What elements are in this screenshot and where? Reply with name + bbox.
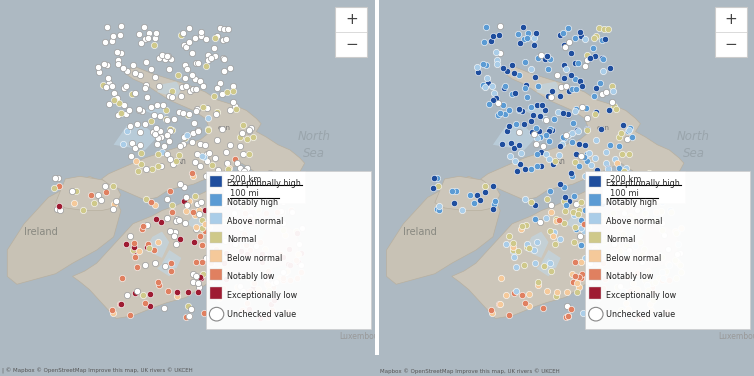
Polygon shape bbox=[8, 176, 121, 284]
Text: W: W bbox=[528, 247, 535, 253]
Polygon shape bbox=[242, 224, 266, 242]
FancyBboxPatch shape bbox=[336, 7, 367, 57]
Text: −: − bbox=[345, 37, 357, 52]
Polygon shape bbox=[162, 250, 181, 268]
Text: een: een bbox=[597, 125, 610, 130]
Text: North
Sea: North Sea bbox=[298, 130, 331, 160]
Bar bbox=[589, 250, 601, 262]
Polygon shape bbox=[72, 66, 305, 318]
Bar bbox=[589, 232, 601, 243]
Polygon shape bbox=[145, 103, 169, 118]
Polygon shape bbox=[590, 232, 609, 250]
Polygon shape bbox=[435, 176, 500, 211]
Bar bbox=[210, 288, 222, 299]
Text: Notably high: Notably high bbox=[606, 198, 657, 207]
Polygon shape bbox=[524, 103, 548, 118]
Text: 200 km: 200 km bbox=[610, 175, 641, 184]
Bar bbox=[589, 213, 601, 224]
Text: Above normal: Above normal bbox=[227, 217, 284, 226]
Polygon shape bbox=[56, 176, 121, 211]
Text: 100 mi: 100 mi bbox=[610, 189, 639, 198]
FancyBboxPatch shape bbox=[585, 171, 750, 329]
Text: Kn: Kn bbox=[556, 158, 566, 166]
Text: Notably high: Notably high bbox=[227, 198, 278, 207]
Polygon shape bbox=[157, 258, 176, 276]
Polygon shape bbox=[524, 232, 548, 258]
Polygon shape bbox=[493, 124, 536, 150]
Text: Ireland: Ireland bbox=[24, 227, 58, 237]
Text: Exceptionally low: Exceptionally low bbox=[227, 291, 297, 300]
Polygon shape bbox=[536, 82, 560, 97]
Bar bbox=[210, 250, 222, 262]
Bar bbox=[589, 194, 601, 206]
Polygon shape bbox=[210, 232, 230, 250]
Text: Ireland: Ireland bbox=[403, 227, 437, 237]
Text: Kn: Kn bbox=[176, 158, 186, 166]
Polygon shape bbox=[145, 232, 169, 258]
Bar bbox=[589, 288, 601, 299]
Text: Below normal: Below normal bbox=[227, 254, 282, 263]
Polygon shape bbox=[186, 216, 206, 232]
Text: 100 mi: 100 mi bbox=[231, 189, 259, 198]
Bar bbox=[210, 269, 222, 280]
Text: Exceptionally high: Exceptionally high bbox=[227, 179, 301, 188]
FancyBboxPatch shape bbox=[602, 171, 685, 203]
FancyBboxPatch shape bbox=[223, 171, 305, 203]
Text: +: + bbox=[724, 12, 737, 27]
Text: | © Mapbox © OpenStreetMap Improve this map, UK rivers © UKCEH: | © Mapbox © OpenStreetMap Improve this … bbox=[2, 368, 192, 374]
Text: Luxembourg: Luxembourg bbox=[718, 332, 754, 341]
Text: Luxembourg: Luxembourg bbox=[339, 332, 387, 341]
Text: 200 km: 200 km bbox=[231, 175, 262, 184]
Text: Above normal: Above normal bbox=[606, 217, 663, 226]
Polygon shape bbox=[387, 176, 500, 284]
Text: Below normal: Below normal bbox=[606, 254, 661, 263]
Bar bbox=[589, 269, 601, 280]
FancyBboxPatch shape bbox=[206, 171, 371, 329]
Polygon shape bbox=[541, 250, 560, 268]
Text: North
Sea: North Sea bbox=[677, 130, 710, 160]
Bar bbox=[589, 176, 601, 187]
Text: een: een bbox=[218, 125, 231, 130]
Text: Mapbox © OpenStreetMap Improve this map, UK rivers © UKCEH: Mapbox © OpenStreetMap Improve this map,… bbox=[380, 368, 559, 374]
Text: Exceptionally high: Exceptionally high bbox=[606, 179, 680, 188]
FancyBboxPatch shape bbox=[715, 7, 746, 57]
Text: −: − bbox=[724, 37, 737, 52]
Polygon shape bbox=[621, 224, 645, 242]
Text: Normal: Normal bbox=[606, 235, 636, 244]
Circle shape bbox=[210, 307, 224, 321]
Bar bbox=[210, 232, 222, 243]
Text: Notably low: Notably low bbox=[606, 273, 654, 282]
Text: Exceptionally low: Exceptionally low bbox=[606, 291, 676, 300]
Text: Notably low: Notably low bbox=[227, 273, 274, 282]
Text: +: + bbox=[345, 12, 357, 27]
Bar bbox=[210, 176, 222, 187]
Polygon shape bbox=[536, 258, 556, 276]
Polygon shape bbox=[114, 124, 157, 150]
Polygon shape bbox=[566, 216, 585, 232]
Text: Unchecked value: Unchecked value bbox=[227, 310, 296, 319]
Polygon shape bbox=[452, 66, 684, 318]
Polygon shape bbox=[157, 82, 181, 97]
Text: Normal: Normal bbox=[227, 235, 256, 244]
Text: Unchecked value: Unchecked value bbox=[606, 310, 676, 319]
Bar bbox=[210, 213, 222, 224]
Circle shape bbox=[589, 307, 603, 321]
Bar bbox=[210, 194, 222, 206]
Text: W: W bbox=[149, 247, 156, 253]
